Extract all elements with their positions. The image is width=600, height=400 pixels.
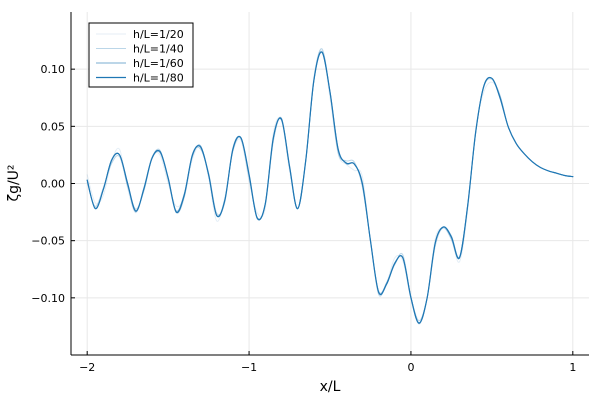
- series-lines: [86, 48, 574, 325]
- legend-label-4: h/L=1/80: [133, 72, 184, 85]
- series-line-4: [86, 51, 574, 324]
- x-axis-title: x/L: [320, 379, 341, 395]
- legend-label-1: h/L=1/20: [133, 28, 184, 41]
- y-tick-label: 0.10: [41, 63, 66, 76]
- legend: h/L=1/20 h/L=1/40h/L=1/60 h/L=1/80: [88, 22, 194, 88]
- x-tick-label: 0: [407, 361, 414, 374]
- legend-box: [88, 22, 194, 88]
- series-line-1: [86, 49, 574, 325]
- x-tick-label: −1: [241, 361, 257, 374]
- y-tick-label: −0.05: [31, 235, 65, 248]
- y-tick-label: 0.05: [41, 120, 66, 133]
- y-tick-label: 0.00: [41, 178, 66, 191]
- x-tick-label: 1: [569, 361, 576, 374]
- legend-label-3: h/L=1/60: [133, 57, 184, 70]
- y-axis-title: ζg/U²: [6, 164, 22, 201]
- y-tick-label: −0.10: [31, 292, 65, 305]
- tick-labels: −2 −1 0 1 −0.10 −0.05 0.00 0.05 0.10: [31, 63, 576, 374]
- x-tick-label: −2: [79, 361, 95, 374]
- legend-label-2: h/L=1/40: [133, 43, 184, 56]
